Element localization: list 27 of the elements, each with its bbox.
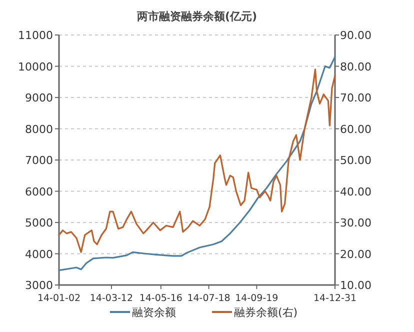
y-tick-label: 5000 — [25, 216, 53, 230]
y2-tick-label: 90.00 — [340, 29, 372, 42]
y-tick-label: 3000 — [25, 279, 53, 292]
y2-tick-label: 50.00 — [340, 154, 372, 167]
x-tick-label: 14-03-12 — [90, 293, 134, 304]
y-tick-label: 8000 — [25, 122, 53, 136]
y-tick-label: 6000 — [25, 185, 53, 198]
x-tick-label: 14-05-16 — [139, 293, 182, 304]
y2-tick-label: 80.00 — [340, 60, 372, 74]
y-tick-label: 10000 — [18, 60, 53, 74]
y2-tick-label: 20.00 — [340, 248, 372, 261]
y2-tick-label: 70.00 — [340, 92, 372, 104]
y2-tick-label: 40.00 — [340, 185, 372, 198]
legend-label: 融资余额 — [132, 306, 176, 319]
x-tick-label: 14-07-18 — [187, 293, 230, 304]
y-tick-label: 9000 — [25, 92, 53, 104]
y2-tick-label: 30.00 — [340, 216, 372, 230]
y2-tick-label: 60.00 — [340, 122, 372, 136]
x-tick-label: 14-09-19 — [235, 293, 278, 304]
x-tick-label: 14-12-31 — [313, 293, 357, 304]
y-tick-label: 4000 — [25, 248, 53, 261]
x-tick-label: 14-01-02 — [37, 293, 81, 304]
legend-label: 融券余额(右) — [234, 306, 298, 319]
y2-tick-label: 10.00 — [340, 279, 372, 292]
chart-title: 两市融资融券余额(亿元) — [136, 10, 258, 23]
y-tick-label: 11000 — [18, 29, 53, 42]
y-tick-label: 7000 — [25, 154, 53, 167]
